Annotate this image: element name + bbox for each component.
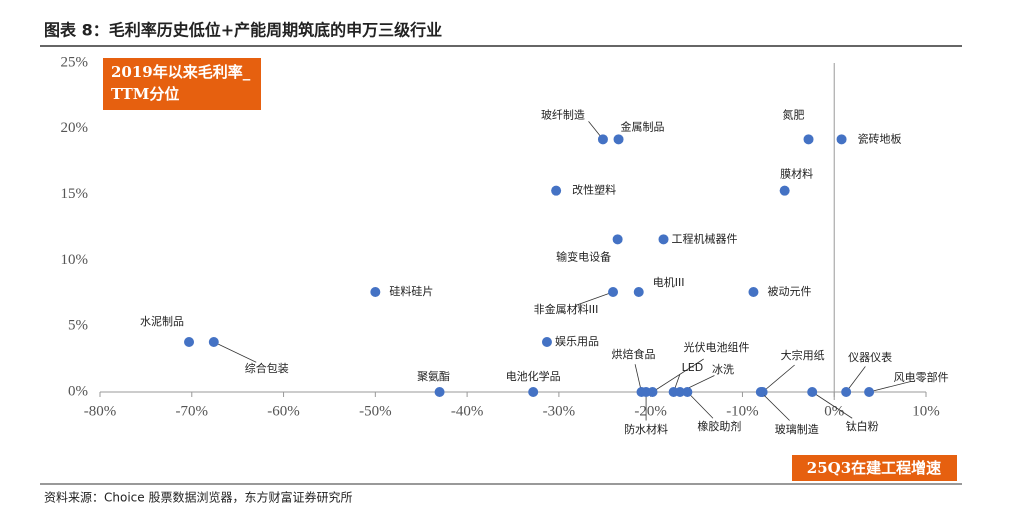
point-label: 金属制品 bbox=[621, 119, 665, 133]
x-annotation: 25Q3在建工程增速 bbox=[807, 459, 941, 477]
point-label: 膜材料 bbox=[780, 167, 813, 181]
point bbox=[370, 286, 381, 297]
point bbox=[184, 336, 195, 347]
point bbox=[807, 387, 818, 397]
point-label: 电机III bbox=[653, 275, 685, 289]
x-tick-label: -20% bbox=[634, 403, 667, 419]
point bbox=[803, 134, 814, 145]
point-label: 光伏电池组件 bbox=[684, 340, 750, 354]
point-label: 改性塑料 bbox=[572, 183, 616, 197]
x-tick-label: 10% bbox=[912, 403, 940, 419]
x-tick-label: -10% bbox=[726, 403, 759, 419]
point bbox=[608, 286, 619, 297]
point bbox=[633, 286, 644, 297]
y-annotation-box bbox=[103, 58, 261, 110]
point-label: 被动元件 bbox=[767, 285, 811, 298]
point bbox=[597, 134, 608, 145]
point-label: 硅料硅片 bbox=[389, 284, 433, 298]
point bbox=[434, 387, 445, 397]
point-label: 防水材料 bbox=[624, 422, 668, 436]
point bbox=[682, 387, 693, 397]
leader-line bbox=[652, 358, 704, 393]
leader-line bbox=[760, 391, 790, 421]
y-tick-label: 20% bbox=[61, 120, 89, 136]
point-label: 输变电设备 bbox=[556, 249, 611, 263]
point-label: 综合包装 bbox=[245, 361, 289, 375]
point-label: 风电零部件 bbox=[894, 370, 949, 384]
point bbox=[658, 234, 669, 245]
y-annotation-wrap: 2019年以来毛利率_TTM分位 bbox=[111, 63, 251, 103]
x-tick-label: -40% bbox=[451, 403, 484, 419]
point bbox=[755, 387, 766, 397]
point-label: 水泥制品 bbox=[140, 315, 184, 328]
x-tick-label: 0% bbox=[824, 403, 844, 419]
point bbox=[613, 134, 624, 145]
point-label: 烘焙食品 bbox=[611, 347, 655, 361]
point bbox=[748, 286, 759, 297]
point-label: 玻璃制造 bbox=[775, 422, 819, 436]
x-tick-label: -30% bbox=[543, 403, 576, 419]
chart-title: 图表 8：毛利率历史低位+产能周期筑底的申万三级行业 bbox=[44, 21, 442, 40]
y-tick-label: 25% bbox=[61, 54, 89, 70]
point bbox=[864, 387, 875, 397]
leader-line bbox=[575, 291, 614, 306]
point-label: 冰洗 bbox=[712, 363, 734, 376]
point-label: 氮肥 bbox=[783, 107, 805, 121]
y-tick-label: 15% bbox=[61, 186, 89, 202]
point bbox=[836, 134, 847, 145]
leader-line bbox=[687, 391, 714, 419]
point bbox=[612, 234, 623, 245]
point-label: 聚氨酯 bbox=[417, 370, 450, 383]
point bbox=[208, 336, 219, 347]
source: 资料来源：Choice 股票数据浏览器，东方财富证券研究所 bbox=[44, 490, 352, 505]
point-label: 电池化学品 bbox=[506, 369, 561, 383]
y-tick-label: 0% bbox=[68, 383, 88, 399]
point-label: 工程机械器件 bbox=[672, 231, 738, 245]
point-label: 娱乐用品 bbox=[555, 334, 599, 348]
point bbox=[675, 387, 686, 397]
x-tick-label: -50% bbox=[359, 403, 392, 419]
point-label: LED bbox=[682, 361, 704, 374]
x-tick-label: -80% bbox=[84, 403, 117, 419]
point-label: 橡胶助剂 bbox=[697, 419, 741, 433]
point-label: 钛白粉 bbox=[846, 419, 879, 433]
point-label: 大宗用纸 bbox=[781, 348, 825, 362]
point bbox=[528, 387, 539, 397]
leader-line bbox=[213, 341, 257, 363]
point bbox=[541, 336, 552, 347]
point bbox=[551, 185, 562, 196]
leader-line bbox=[868, 381, 911, 393]
point bbox=[647, 387, 658, 397]
y-tick-label: 10% bbox=[61, 252, 89, 268]
point-label: 非金属材料III bbox=[534, 302, 599, 316]
y-annotation: 2019年以来毛利率_TTM分位 bbox=[111, 63, 251, 103]
point-label: 瓷砖地板 bbox=[858, 131, 902, 145]
point bbox=[841, 387, 852, 397]
x-tick-label: -70% bbox=[176, 403, 209, 419]
point-label: 玻纤制造 bbox=[541, 107, 585, 121]
point bbox=[779, 185, 790, 196]
point-label: 仪器仪表 bbox=[848, 350, 892, 364]
leader-line bbox=[845, 366, 866, 393]
y-tick-label: 5% bbox=[68, 318, 88, 334]
leader-line bbox=[811, 391, 853, 419]
leader-line bbox=[762, 364, 795, 393]
x-tick-label: -60% bbox=[267, 403, 300, 419]
x-annotation-box bbox=[792, 455, 957, 481]
